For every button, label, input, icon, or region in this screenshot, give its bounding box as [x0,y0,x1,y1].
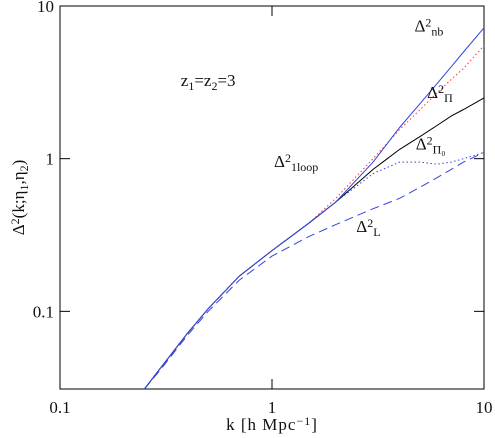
x-axis-label-part: k [h Mpc [226,415,296,434]
annotation-part: 2 [285,151,291,165]
x-tick-label: 1 [268,398,277,417]
annotation: Δ21loop [274,151,318,174]
annotation-part: Δ [356,217,367,236]
x-axis-label-part: −1 [296,414,311,428]
y-axis-label: Δ2(k;η1,η2) [8,160,31,236]
annotation-part: nb [431,24,443,38]
annotation-part: 1loop [291,160,318,174]
y-tick-label: 0.1 [33,302,54,321]
x-tick-label: 10 [476,398,493,417]
annotation-part: 1 [188,78,194,92]
annotation: z1=z2=3 [181,71,236,93]
annotation-part: =3 [217,71,235,90]
annotation: Δ2L [356,216,380,239]
annotation-part: Δ [414,17,425,36]
y-axis-label-part: 1 [17,185,31,191]
annotation-part: Δ [416,134,427,153]
line-series [144,27,485,390]
x-axis-label-part: ] [311,415,318,434]
y-axis-label-part: 2 [17,165,31,171]
annotation-part: =z [194,71,212,90]
annotation-part: 2 [367,216,373,230]
annotation-part: 2 [438,82,444,96]
y-axis-label-part: ,η [9,171,28,184]
y-axis-label-part: ) [9,160,28,166]
plot-frame [59,5,485,390]
y-tick-label: 10 [37,0,54,16]
annotation: Δ2Π₀ [416,133,446,156]
annotation-part: L [373,225,380,239]
line-series [144,151,485,390]
annotation: Δ2Π [427,82,453,105]
y-axis-label-part: 2 [8,218,22,224]
x-axis-label: k [h Mpc−1] [226,414,318,434]
annotation-part: Δ [274,152,285,171]
annotation-part: 2 [211,78,217,92]
line-series [144,151,485,390]
y-axis-label-part: (k;η [9,191,28,219]
annotation-part: Π₀ [433,142,446,156]
annotation: Δ2nb [414,15,443,38]
y-axis-label-part: Δ [9,224,28,235]
annotation-part: 2 [427,133,433,147]
annotation-part: Π [444,91,453,105]
annotation-part: Δ [427,83,438,102]
y-tick-label: 1 [46,150,55,169]
annotation-part: z [181,71,189,90]
annotation-part: 2 [425,15,431,29]
x-tick-label: 0.1 [49,398,70,417]
